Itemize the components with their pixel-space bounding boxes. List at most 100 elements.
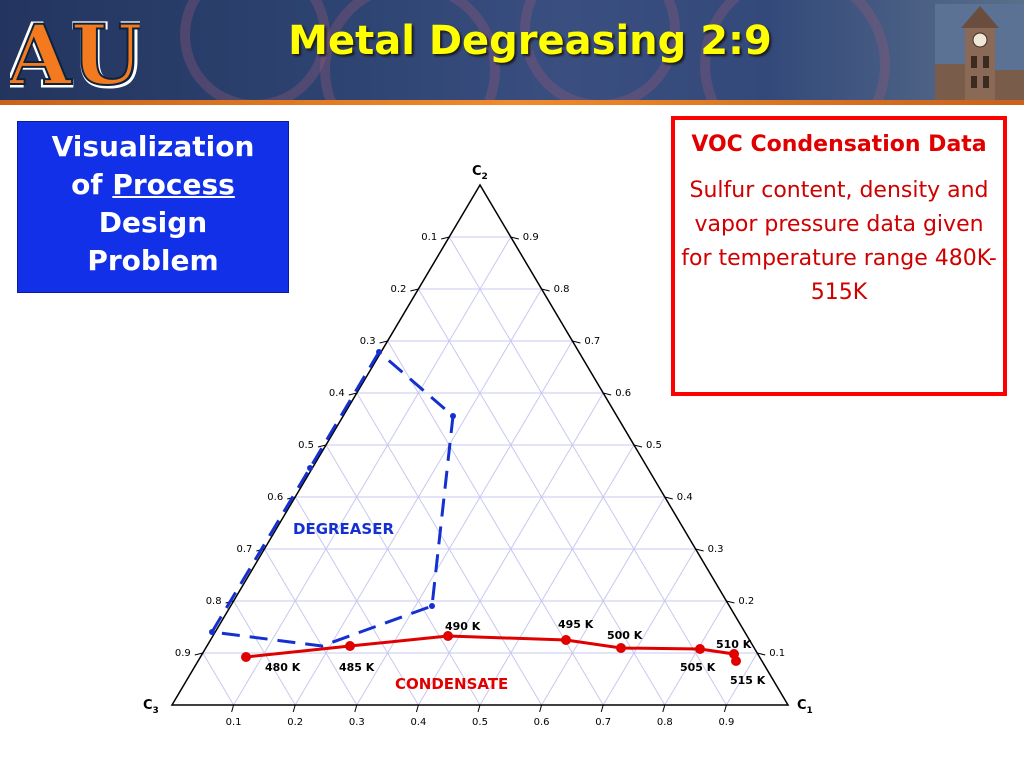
decorative-swirl: [700, 0, 890, 102]
temp-label-500: 500 K: [607, 629, 643, 642]
grid-line: [417, 288, 666, 706]
visualization-box: Visualization of Process Design Problem: [17, 121, 289, 293]
temp-label-480: 480 K: [265, 661, 301, 674]
left-axis-tick-label: 0.3: [360, 336, 376, 347]
bottom-axis-tick-label: 0.3: [349, 717, 365, 728]
grid-line: [448, 236, 727, 706]
tick-mark: [231, 704, 235, 713]
corner-label-left: C3: [143, 698, 159, 716]
tick-mark: [662, 704, 666, 713]
tick-mark: [541, 288, 550, 292]
grid-line: [202, 652, 235, 706]
bottom-axis-tick-label: 0.5: [472, 717, 488, 728]
right-axis-tick-label: 0.9: [523, 232, 539, 243]
decorative-swirl: [320, 0, 500, 102]
left-axis-tick-label: 0.5: [298, 440, 314, 451]
vis-line-3: Design: [98, 206, 208, 239]
condensate-point: [345, 641, 355, 651]
vis-line-2: of Process: [18, 166, 288, 204]
left-axis-tick-label: 0.4: [329, 388, 345, 399]
right-axis-tick-label: 0.3: [708, 544, 724, 555]
condensate-point: [561, 635, 571, 645]
right-axis-tick-label: 0.8: [554, 284, 570, 295]
left-axis-tick-label: 0.2: [390, 284, 406, 295]
tick-mark: [572, 340, 581, 344]
condensate-point: [695, 644, 705, 654]
grid-line: [725, 652, 758, 706]
left-axis-tick-label: 0.7: [236, 544, 252, 555]
vis-line-2-prefix: of: [71, 168, 113, 201]
degreaser-label: DEGREASER: [293, 520, 394, 538]
condensate-point: [443, 631, 453, 641]
condensate-point: [616, 643, 626, 653]
condensate-label: CONDENSATE: [395, 675, 508, 693]
grid-line: [325, 444, 481, 706]
tick-mark: [603, 392, 612, 396]
tick-mark: [415, 704, 419, 713]
grid-line: [602, 548, 697, 706]
right-axis-tick-label: 0.7: [584, 336, 600, 347]
tick-mark: [379, 340, 388, 344]
tick-mark: [633, 444, 643, 448]
tick-mark: [600, 704, 604, 713]
degreaser-point: [307, 465, 313, 471]
tick-mark: [664, 496, 673, 500]
tick-mark: [510, 236, 519, 240]
degreaser-point: [429, 603, 435, 609]
grid-line: [294, 288, 543, 706]
temp-label-515: 515 K: [730, 674, 766, 687]
bottom-axis-tick-label: 0.1: [226, 717, 242, 728]
tick-mark: [348, 392, 357, 396]
grid-line: [233, 236, 512, 706]
degreaser-point: [209, 629, 215, 635]
right-axis-tick-label: 0.6: [615, 388, 631, 399]
left-axis-tick-label: 0.6: [267, 492, 283, 503]
ternary-grid: [202, 236, 758, 706]
bottom-axis-tick-label: 0.4: [410, 717, 426, 728]
tick-mark: [723, 704, 727, 713]
tick-mark: [354, 704, 358, 713]
tick-mark: [441, 236, 450, 240]
bottom-axis-tick-label: 0.9: [718, 717, 734, 728]
condensate-point: [241, 652, 251, 662]
right-axis-tick-label: 0.4: [677, 492, 693, 503]
clock-tower-image: [935, 4, 1024, 100]
logo-text: AU: [10, 8, 140, 96]
voc-body: Sulfur content, density and vapor pressu…: [681, 178, 997, 305]
grid-line: [356, 340, 573, 706]
vis-line-4: Problem: [87, 244, 219, 277]
tick-mark: [477, 704, 481, 713]
degreaser-point: [450, 413, 456, 419]
header-banner: AU AU Metal Degreasing 2:9: [0, 0, 1024, 102]
condensate-curve: [245, 634, 738, 662]
tick-mark: [695, 548, 704, 552]
tick-mark: [539, 704, 543, 713]
left-axis-tick-label: 0.9: [175, 648, 191, 659]
right-axis-tick-label: 0.5: [646, 440, 662, 451]
temp-label-490: 490 K: [445, 620, 481, 633]
voc-data-box: VOC Condensation Data Sulfur content, de…: [671, 116, 1007, 396]
bottom-axis-tick-label: 0.6: [534, 717, 550, 728]
auburn-logo: AU AU: [10, 5, 140, 97]
bottom-axis-tick-label: 0.8: [657, 717, 673, 728]
left-axis-tick-label: 0.1: [421, 232, 437, 243]
temp-label-510: 510 K: [716, 638, 752, 651]
vis-line-1: Visualization: [51, 130, 255, 163]
tick-mark: [317, 444, 327, 448]
tick-mark: [726, 600, 735, 604]
temp-label-495: 495 K: [558, 618, 594, 631]
tick-mark: [410, 288, 419, 292]
grid-line: [479, 444, 635, 706]
vis-line-2-underlined: Process: [112, 168, 235, 201]
condensate-point: [731, 656, 741, 666]
grid-line: [263, 548, 358, 706]
left-axis-tick-label: 0.8: [206, 596, 222, 607]
corner-label-top: C2: [472, 164, 488, 182]
bottom-axis-tick-label: 0.7: [595, 717, 611, 728]
page-title: Metal Degreasing 2:9: [288, 18, 772, 64]
corner-label-right: C1: [797, 698, 813, 716]
right-axis-tick-label: 0.1: [769, 648, 785, 659]
temp-label-505: 505 K: [680, 661, 716, 674]
bottom-axis-tick-label: 0.2: [287, 717, 303, 728]
temp-label-485: 485 K: [339, 661, 375, 674]
